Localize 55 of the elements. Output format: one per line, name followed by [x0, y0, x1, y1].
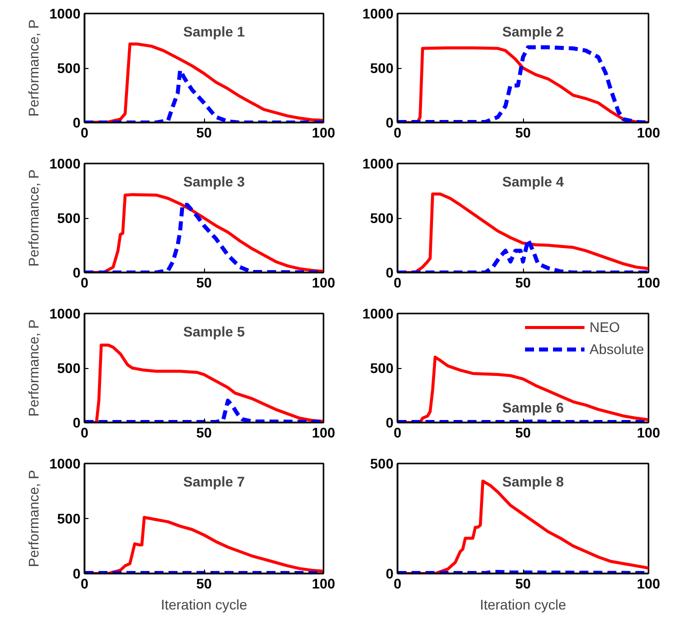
x-tick-label: 50	[196, 274, 212, 290]
text: Sample 7	[183, 474, 245, 490]
y-tick-label: 0	[386, 566, 394, 582]
y-tick-label: 500	[57, 210, 81, 226]
x-tick-label: 50	[515, 576, 531, 592]
text: Sample 1	[183, 24, 245, 40]
y-tick-label: 1000	[49, 306, 81, 322]
y-tick-label: 500	[57, 60, 81, 76]
x-tick-label: 100	[636, 274, 660, 290]
x-tick-label: 100	[312, 576, 336, 592]
y-tick-label: 0	[386, 264, 394, 280]
y-axis-title: Performance, P	[25, 470, 42, 568]
text: Sample 6	[502, 400, 564, 416]
y-tick-label: 0	[72, 566, 81, 582]
x-tick-label: 100	[312, 424, 336, 440]
y-tick-label: 1000	[362, 6, 394, 22]
y-tick-label: 0	[72, 264, 81, 280]
text: Sample 5	[183, 324, 245, 340]
x-tick-label: 50	[515, 124, 531, 140]
x-tick-label: 100	[636, 576, 660, 592]
y-tick-label: 500	[370, 360, 394, 376]
text: Sample 8	[502, 474, 564, 490]
y-tick-label: 1000	[49, 156, 81, 172]
y-tick-label: 0	[72, 414, 81, 430]
text: Sample 4	[502, 174, 564, 190]
x-tick-label: 50	[196, 424, 212, 440]
text: Sample 2	[502, 24, 564, 40]
y-tick-label: 0	[386, 114, 394, 130]
y-tick-label: 0	[386, 414, 394, 430]
y-axis-title: Performance, P	[25, 19, 42, 117]
y-tick-label: 1000	[49, 6, 81, 22]
x-axis-title: Iteration cycle	[160, 596, 248, 612]
x-tick-label: 100	[636, 124, 660, 140]
y-tick-label: 1000	[49, 456, 81, 472]
x-tick-label: 100	[636, 424, 660, 440]
y-tick-label: 500	[57, 360, 81, 376]
y-tick-label: 1000	[362, 306, 394, 322]
x-tick-label: 50	[196, 124, 212, 140]
x-tick-label: 50	[515, 274, 531, 290]
y-axis-title: Performance, P	[25, 319, 42, 417]
y-tick-label: 500	[370, 60, 394, 76]
x-tick-label: 50	[515, 424, 531, 440]
x-axis-title: Iteration cycle	[480, 596, 566, 612]
x-tick-label: 50	[196, 576, 212, 592]
y-tick-label: 0	[72, 114, 81, 130]
y-tick-label: 500	[370, 210, 394, 226]
y-tick-label: 500	[57, 510, 81, 526]
y-tick-label: 1000	[362, 156, 394, 172]
x-tick-label: 100	[312, 274, 336, 290]
legend-label: Absolute	[590, 341, 644, 357]
legend-label: NEO	[590, 319, 620, 335]
text: Sample 3	[183, 174, 245, 190]
y-axis-title: Performance, P	[25, 169, 42, 267]
x-tick-label: 100	[312, 124, 336, 140]
y-tick-label: 500	[370, 456, 394, 472]
